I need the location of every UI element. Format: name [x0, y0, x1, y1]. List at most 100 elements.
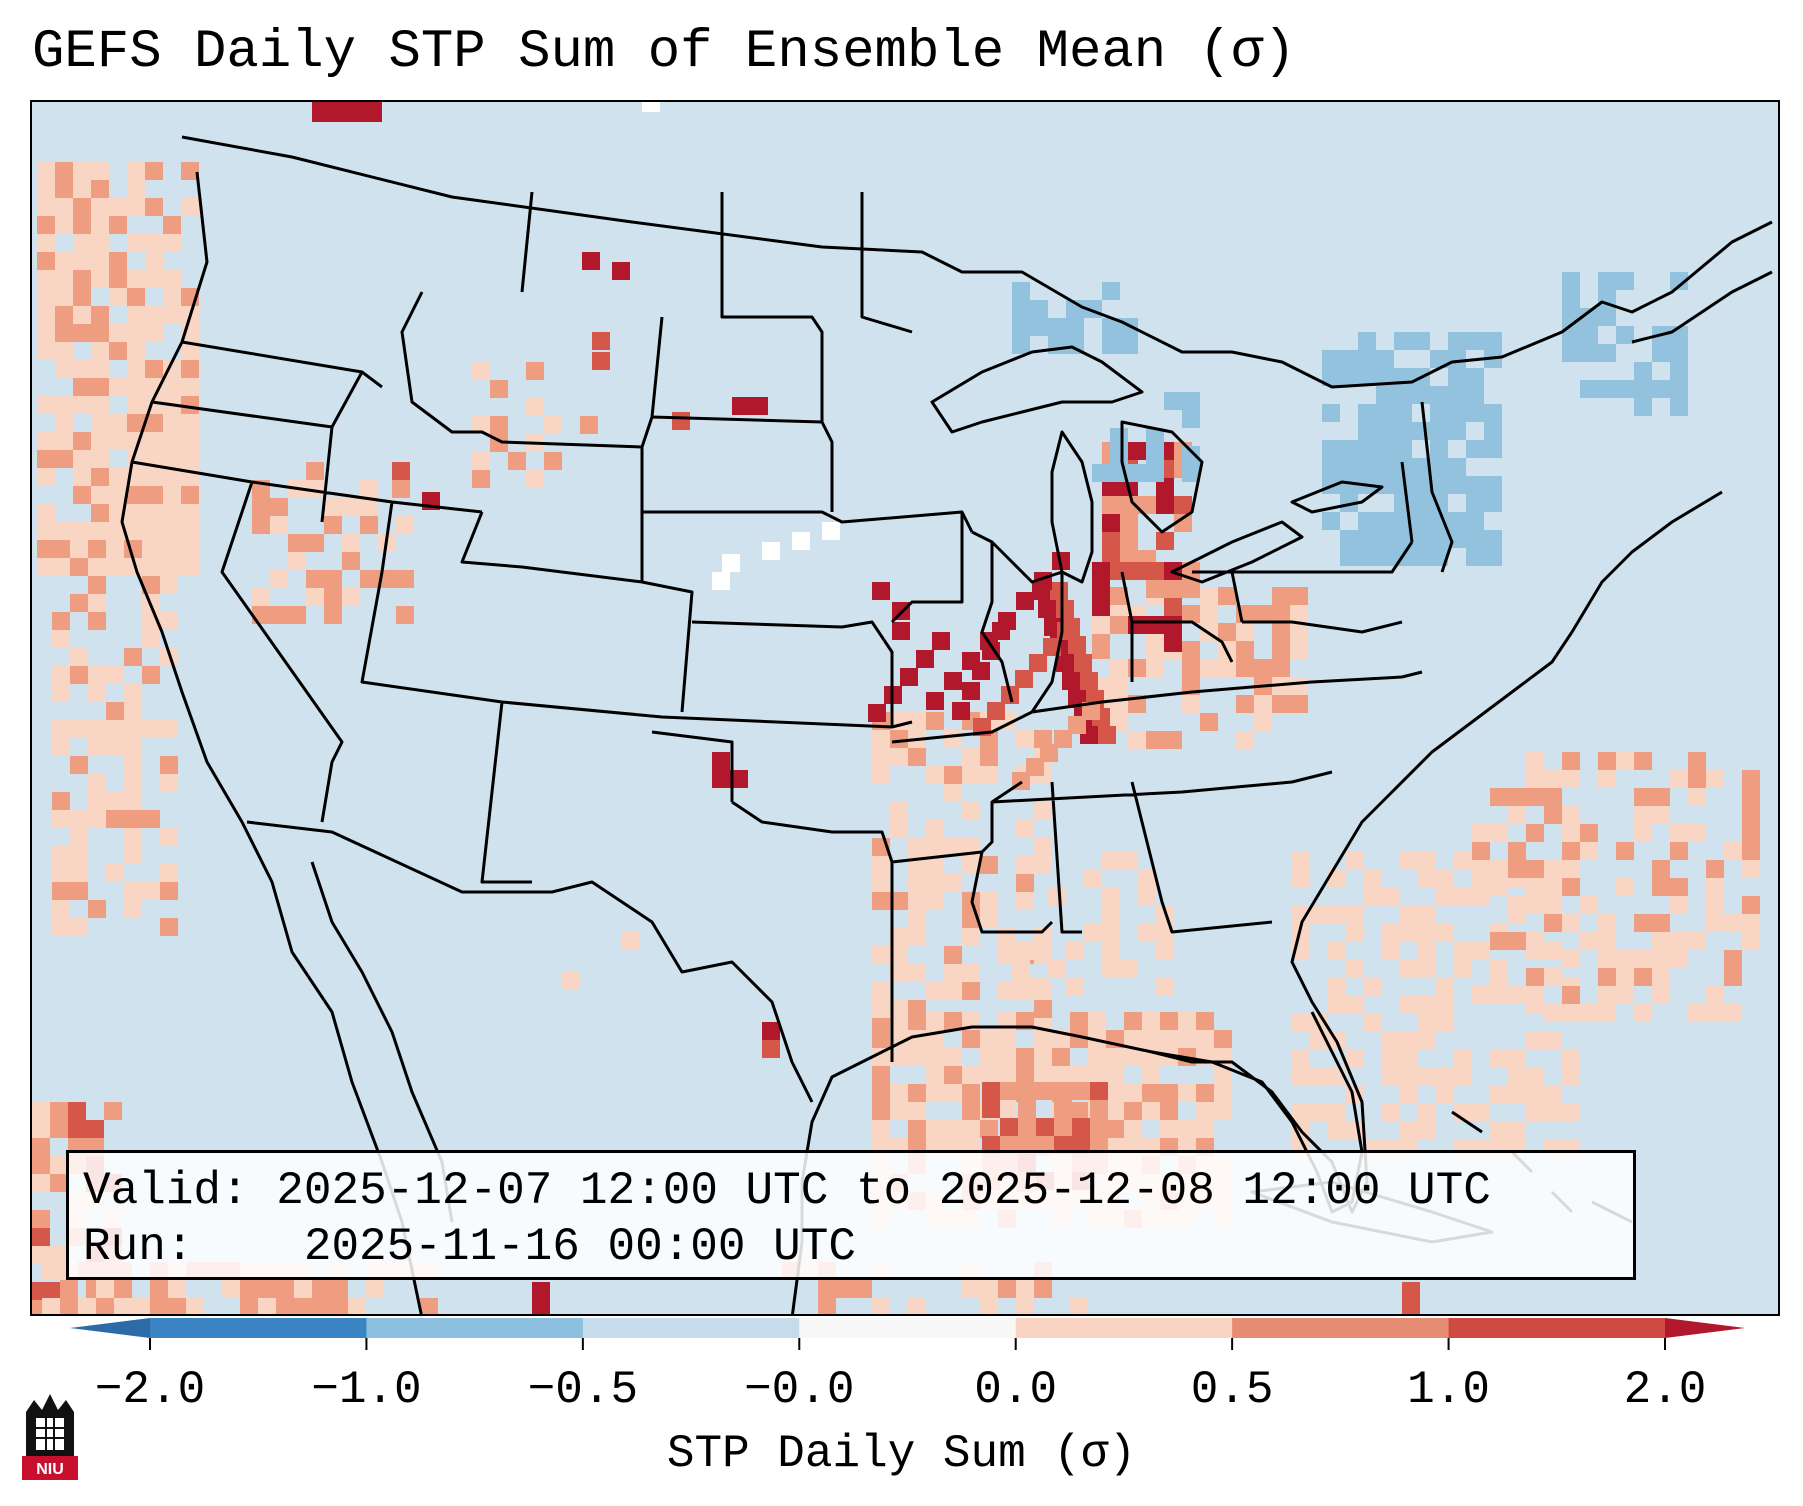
field-cell — [872, 946, 890, 964]
field-cell — [1012, 282, 1030, 300]
field-cell — [1364, 978, 1382, 996]
field-cell — [1034, 1030, 1052, 1048]
field-cell — [1124, 1012, 1142, 1030]
field-cell — [1688, 788, 1706, 806]
field-cell — [944, 730, 962, 748]
field-cell — [55, 270, 73, 288]
field-cell — [106, 864, 124, 882]
field-cell — [1508, 932, 1526, 950]
field-cell — [1056, 654, 1074, 672]
field-cell — [1634, 380, 1652, 398]
field-cell — [1292, 870, 1310, 888]
field-cell — [980, 748, 998, 766]
field-cell — [1562, 914, 1580, 932]
field-cell — [908, 1000, 926, 1018]
field-cell — [1448, 512, 1466, 530]
field-cell — [1400, 1068, 1418, 1086]
field-cell — [127, 360, 145, 378]
field-cell — [1084, 870, 1102, 888]
field-cell — [127, 396, 145, 414]
field-cell — [1322, 512, 1340, 530]
field-cell — [872, 1030, 890, 1048]
field-cell — [1092, 562, 1110, 580]
field-cell — [324, 498, 342, 516]
field-cell — [526, 470, 544, 488]
field-cell — [1102, 852, 1120, 870]
field-cell — [1254, 605, 1272, 623]
field-cell — [73, 180, 91, 198]
field-cell — [73, 540, 91, 558]
field-cell — [88, 738, 106, 756]
field-cell — [1054, 1136, 1072, 1154]
field-cell — [1016, 874, 1034, 892]
field-cell — [980, 1298, 998, 1314]
field-cell — [612, 262, 630, 280]
validity-info-box: Valid: 2025-12-07 12:00 UTC to 2025-12-0… — [66, 1150, 1636, 1280]
field-cell — [1670, 272, 1688, 290]
field-cell — [160, 864, 178, 882]
field-cell — [1160, 1084, 1178, 1102]
field-cell — [1652, 878, 1670, 896]
nova-scotia — [1631, 270, 1773, 344]
field-cell — [1562, 272, 1580, 290]
field-cell — [1018, 1100, 1036, 1118]
field-cell — [52, 810, 70, 828]
field-cell — [109, 486, 127, 504]
field-cell — [91, 234, 109, 252]
field-cell — [998, 1048, 1016, 1066]
field-cell — [306, 462, 324, 480]
run-label: Run: — [83, 1221, 194, 1273]
field-cell — [908, 1298, 926, 1314]
field-cell — [1526, 1104, 1544, 1122]
field-cell — [1688, 1004, 1706, 1022]
field-cell — [1472, 878, 1490, 896]
field-cell — [1580, 326, 1598, 344]
field-cell — [181, 540, 199, 558]
field-cell — [1472, 824, 1490, 842]
field-cell — [1012, 960, 1030, 978]
field-cell — [962, 1084, 980, 1102]
field-cell — [1448, 404, 1466, 422]
field-cell — [1598, 1004, 1616, 1022]
field-cell — [1706, 770, 1724, 788]
field-cell — [1376, 530, 1394, 548]
field-cell — [1412, 548, 1430, 566]
field-cell — [1340, 458, 1358, 476]
field-cell — [1146, 562, 1164, 580]
field-cell — [818, 1298, 836, 1314]
field-cell — [1034, 856, 1052, 874]
field-cell — [109, 342, 127, 360]
field-cell — [1400, 1122, 1418, 1140]
field-cell — [109, 288, 127, 306]
field-cell — [926, 692, 944, 710]
field-cell — [1098, 726, 1116, 744]
field-cell — [109, 432, 127, 450]
field-cell — [252, 498, 270, 516]
field-cell — [1142, 1030, 1160, 1048]
field-cell — [1290, 677, 1308, 695]
field-cell — [1724, 1004, 1742, 1022]
field-cell — [1092, 464, 1110, 482]
field-cell — [1742, 896, 1760, 914]
field-cell — [932, 632, 950, 650]
field-cell — [1120, 960, 1138, 978]
field-cell — [1016, 730, 1034, 748]
field-cell — [181, 432, 199, 450]
field-cell — [1382, 924, 1400, 942]
field-cell — [88, 540, 106, 558]
field-cell — [944, 964, 962, 982]
field-cell — [258, 1280, 276, 1298]
field-cell — [872, 1000, 890, 1018]
field-cell — [1670, 824, 1688, 842]
field-cell — [1124, 1102, 1142, 1120]
field-cell — [1580, 380, 1598, 398]
field-cell — [1026, 758, 1044, 776]
field-cell — [1182, 641, 1200, 659]
field-cell — [1400, 1050, 1418, 1068]
field-cell — [1292, 1050, 1310, 1068]
field-cell — [1088, 1066, 1106, 1084]
field-cell — [1430, 476, 1448, 494]
field-cell — [908, 874, 926, 892]
field-cell — [124, 792, 142, 810]
field-cell — [294, 1280, 312, 1298]
